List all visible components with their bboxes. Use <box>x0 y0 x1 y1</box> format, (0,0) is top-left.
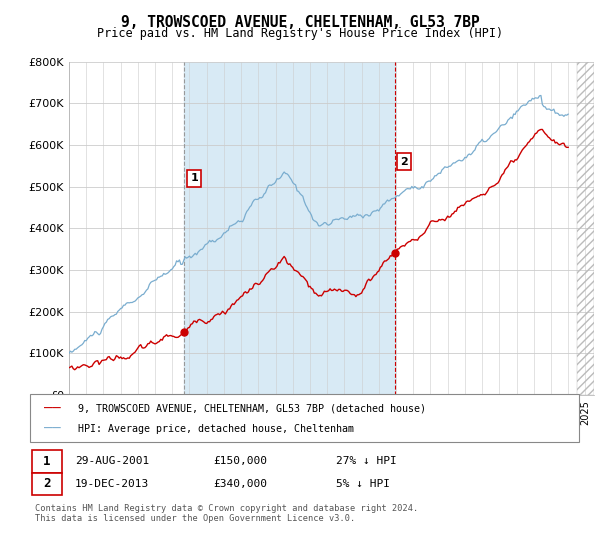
Bar <box>577 62 594 395</box>
Text: Contains HM Land Registry data © Crown copyright and database right 2024.
This d: Contains HM Land Registry data © Crown c… <box>35 504 418 524</box>
Text: 9, TROWSCOED AVENUE, CHELTENHAM, GL53 7BP: 9, TROWSCOED AVENUE, CHELTENHAM, GL53 7B… <box>121 15 479 30</box>
Text: 5% ↓ HPI: 5% ↓ HPI <box>336 479 390 489</box>
Text: 9, TROWSCOED AVENUE, CHELTENHAM, GL53 7BP (detached house): 9, TROWSCOED AVENUE, CHELTENHAM, GL53 7B… <box>78 404 426 414</box>
Text: ——: —— <box>44 402 61 416</box>
Bar <box>184 62 395 395</box>
Text: 27% ↓ HPI: 27% ↓ HPI <box>336 456 397 466</box>
Text: £340,000: £340,000 <box>213 479 267 489</box>
Text: £150,000: £150,000 <box>213 456 267 466</box>
Text: 19-DEC-2013: 19-DEC-2013 <box>75 479 149 489</box>
Text: 1: 1 <box>190 173 198 183</box>
Text: ——: —— <box>44 422 61 436</box>
Text: 2: 2 <box>400 157 408 166</box>
Text: 29-AUG-2001: 29-AUG-2001 <box>75 456 149 466</box>
Text: HPI: Average price, detached house, Cheltenham: HPI: Average price, detached house, Chel… <box>78 423 354 433</box>
Bar <box>577 62 594 395</box>
Text: 1: 1 <box>43 455 50 468</box>
Text: 2: 2 <box>43 477 50 491</box>
Text: Price paid vs. HM Land Registry's House Price Index (HPI): Price paid vs. HM Land Registry's House … <box>97 27 503 40</box>
